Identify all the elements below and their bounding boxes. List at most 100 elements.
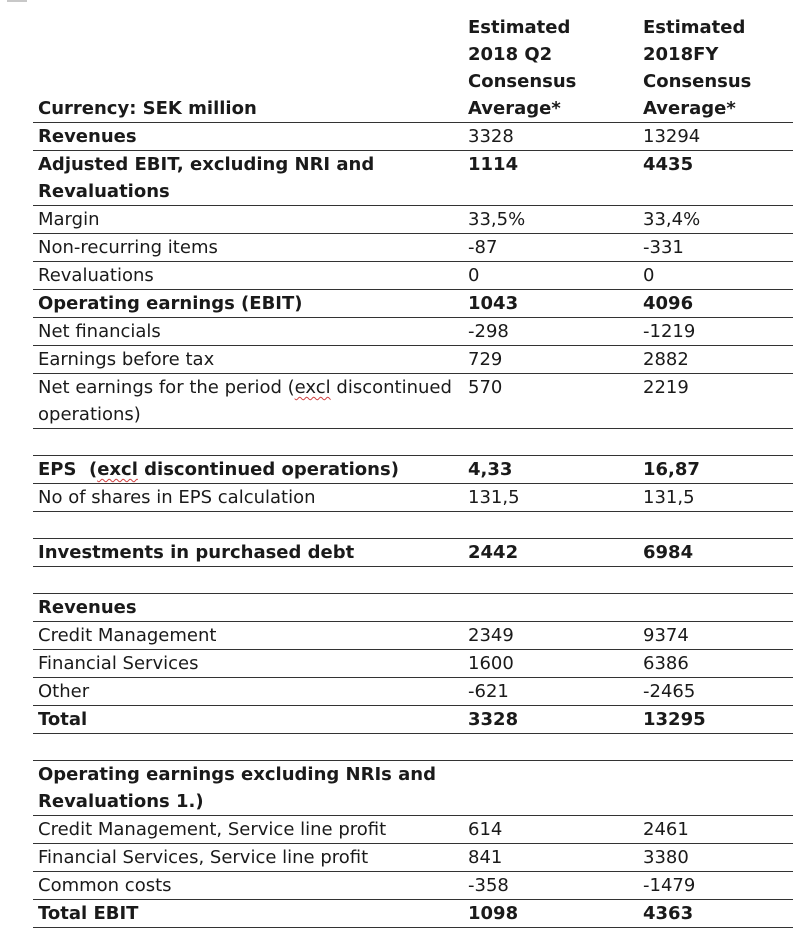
- row-eps: EPS (excl discontinued operations) 4,33 …: [33, 455, 793, 484]
- fy-value: [638, 593, 793, 622]
- q2-value: 1098: [463, 899, 638, 928]
- row-label: Operating earnings (EBIT): [33, 289, 463, 318]
- q2-value: [463, 593, 638, 622]
- q2-value: 131,5: [463, 483, 638, 512]
- fy-value: 13295: [638, 705, 793, 734]
- spacer-row: [33, 428, 793, 456]
- row-label: Total: [33, 705, 463, 734]
- row-revenues-section: Revenues: [33, 593, 793, 622]
- fy-value: 3380: [638, 843, 793, 872]
- q2-value: 3328: [463, 122, 638, 151]
- row-adjusted-ebit: Adjusted EBIT, excluding NRI and Revalua…: [33, 150, 793, 206]
- q2-value: 1114: [463, 150, 638, 206]
- row-other: Other -621 -2465: [33, 677, 793, 706]
- section-label: Operating earnings excluding NRIs and Re…: [33, 760, 463, 816]
- fy-value: 0: [638, 261, 793, 290]
- q2-value: -358: [463, 871, 638, 900]
- row-investments-purchased-debt: Investments in purchased debt 2442 6984: [33, 538, 793, 567]
- fy-value: 2882: [638, 345, 793, 374]
- spellcheck-word: excl: [294, 377, 331, 398]
- q2-value: 570: [463, 373, 638, 429]
- row-earnings-before-tax: Earnings before tax 729 2882: [33, 345, 793, 374]
- spellcheck-word: excl: [97, 459, 138, 480]
- row-label: Net financials: [33, 317, 463, 346]
- q2-value: 1043: [463, 289, 638, 318]
- row-revenues: Revenues 3328 13294: [33, 122, 793, 151]
- row-label: EPS (excl discontinued operations): [33, 455, 463, 484]
- row-label: Investments in purchased debt: [33, 538, 463, 567]
- fy-value: 9374: [638, 621, 793, 650]
- q2-value: -87: [463, 233, 638, 262]
- row-net-earnings: Net earnings for the period (excl discon…: [33, 373, 793, 429]
- fy-value: 33,4%: [638, 205, 793, 234]
- row-common-costs: Common costs -358 -1479: [33, 871, 793, 900]
- fy-value: 4435: [638, 150, 793, 206]
- spacer-row: [33, 566, 793, 594]
- table-header-row: Currency: SEK million Estimated 2018 Q2 …: [33, 12, 793, 123]
- fy-value: 6386: [638, 649, 793, 678]
- row-label: Net earnings for the period (excl discon…: [33, 373, 463, 429]
- header-fy-consensus: Estimated 2018FY Consensus Average*: [638, 12, 793, 123]
- header-q2-consensus: Estimated 2018 Q2 Consensus Average*: [463, 12, 638, 123]
- fy-value: -2465: [638, 677, 793, 706]
- row-credit-management-profit: Credit Management, Service line profit 6…: [33, 815, 793, 844]
- q2-value: 3328: [463, 705, 638, 734]
- row-label: Revaluations: [33, 261, 463, 290]
- q2-value: 0: [463, 261, 638, 290]
- row-label: Adjusted EBIT, excluding NRI and Revalua…: [33, 150, 463, 206]
- q2-value: 614: [463, 815, 638, 844]
- fy-value: -331: [638, 233, 793, 262]
- row-credit-management: Credit Management 2349 9374: [33, 621, 793, 650]
- row-revaluations: Revaluations 0 0: [33, 261, 793, 290]
- q2-value: -621: [463, 677, 638, 706]
- fy-value: 131,5: [638, 483, 793, 512]
- row-total-revenues: Total 3328 13295: [33, 705, 793, 734]
- fy-value: -1479: [638, 871, 793, 900]
- q2-value: 2442: [463, 538, 638, 567]
- q2-value: 4,33: [463, 455, 638, 484]
- row-label: Financial Services, Service line profit: [33, 843, 463, 872]
- row-label: Financial Services: [33, 649, 463, 678]
- q2-value: 841: [463, 843, 638, 872]
- row-label: Common costs: [33, 871, 463, 900]
- row-label: Earnings before tax: [33, 345, 463, 374]
- spacer-row: [33, 511, 793, 539]
- corner-mark: [7, 0, 27, 2]
- fy-value: 2219: [638, 373, 793, 429]
- row-label: Other: [33, 677, 463, 706]
- fy-value: 13294: [638, 122, 793, 151]
- row-non-recurring-items: Non-recurring items -87 -331: [33, 233, 793, 262]
- row-total-ebit: Total EBIT 1098 4363: [33, 899, 793, 928]
- fy-value: 6984: [638, 538, 793, 567]
- row-label: Revenues: [33, 122, 463, 151]
- row-margin: Margin 33,5% 33,4%: [33, 205, 793, 234]
- row-label: Credit Management, Service line profit: [33, 815, 463, 844]
- spacer-row: [33, 733, 793, 761]
- row-net-financials: Net financials -298 -1219: [33, 317, 793, 346]
- row-operating-earnings-section: Operating earnings excluding NRIs and Re…: [33, 760, 793, 816]
- row-operating-earnings: Operating earnings (EBIT) 1043 4096: [33, 289, 793, 318]
- row-label: Non-recurring items: [33, 233, 463, 262]
- fy-value: -1219: [638, 317, 793, 346]
- row-label: Total EBIT: [33, 899, 463, 928]
- fy-value: 4363: [638, 899, 793, 928]
- q2-value: -298: [463, 317, 638, 346]
- q2-value: [463, 760, 638, 816]
- row-label: Margin: [33, 205, 463, 234]
- row-financial-services-profit: Financial Services, Service line profit …: [33, 843, 793, 872]
- q2-value: 729: [463, 345, 638, 374]
- row-label: No of shares in EPS calculation: [33, 483, 463, 512]
- row-financial-services: Financial Services 1600 6386: [33, 649, 793, 678]
- q2-value: 33,5%: [463, 205, 638, 234]
- fy-value: 4096: [638, 289, 793, 318]
- header-currency-label: Currency: SEK million: [33, 12, 463, 123]
- section-label: Revenues: [33, 593, 463, 622]
- q2-value: 1600: [463, 649, 638, 678]
- fy-value: [638, 760, 793, 816]
- row-label: Credit Management: [33, 621, 463, 650]
- row-no-of-shares: No of shares in EPS calculation 131,5 13…: [33, 483, 793, 512]
- financial-estimates-table: Currency: SEK million Estimated 2018 Q2 …: [33, 12, 793, 928]
- fy-value: 2461: [638, 815, 793, 844]
- fy-value: 16,87: [638, 455, 793, 484]
